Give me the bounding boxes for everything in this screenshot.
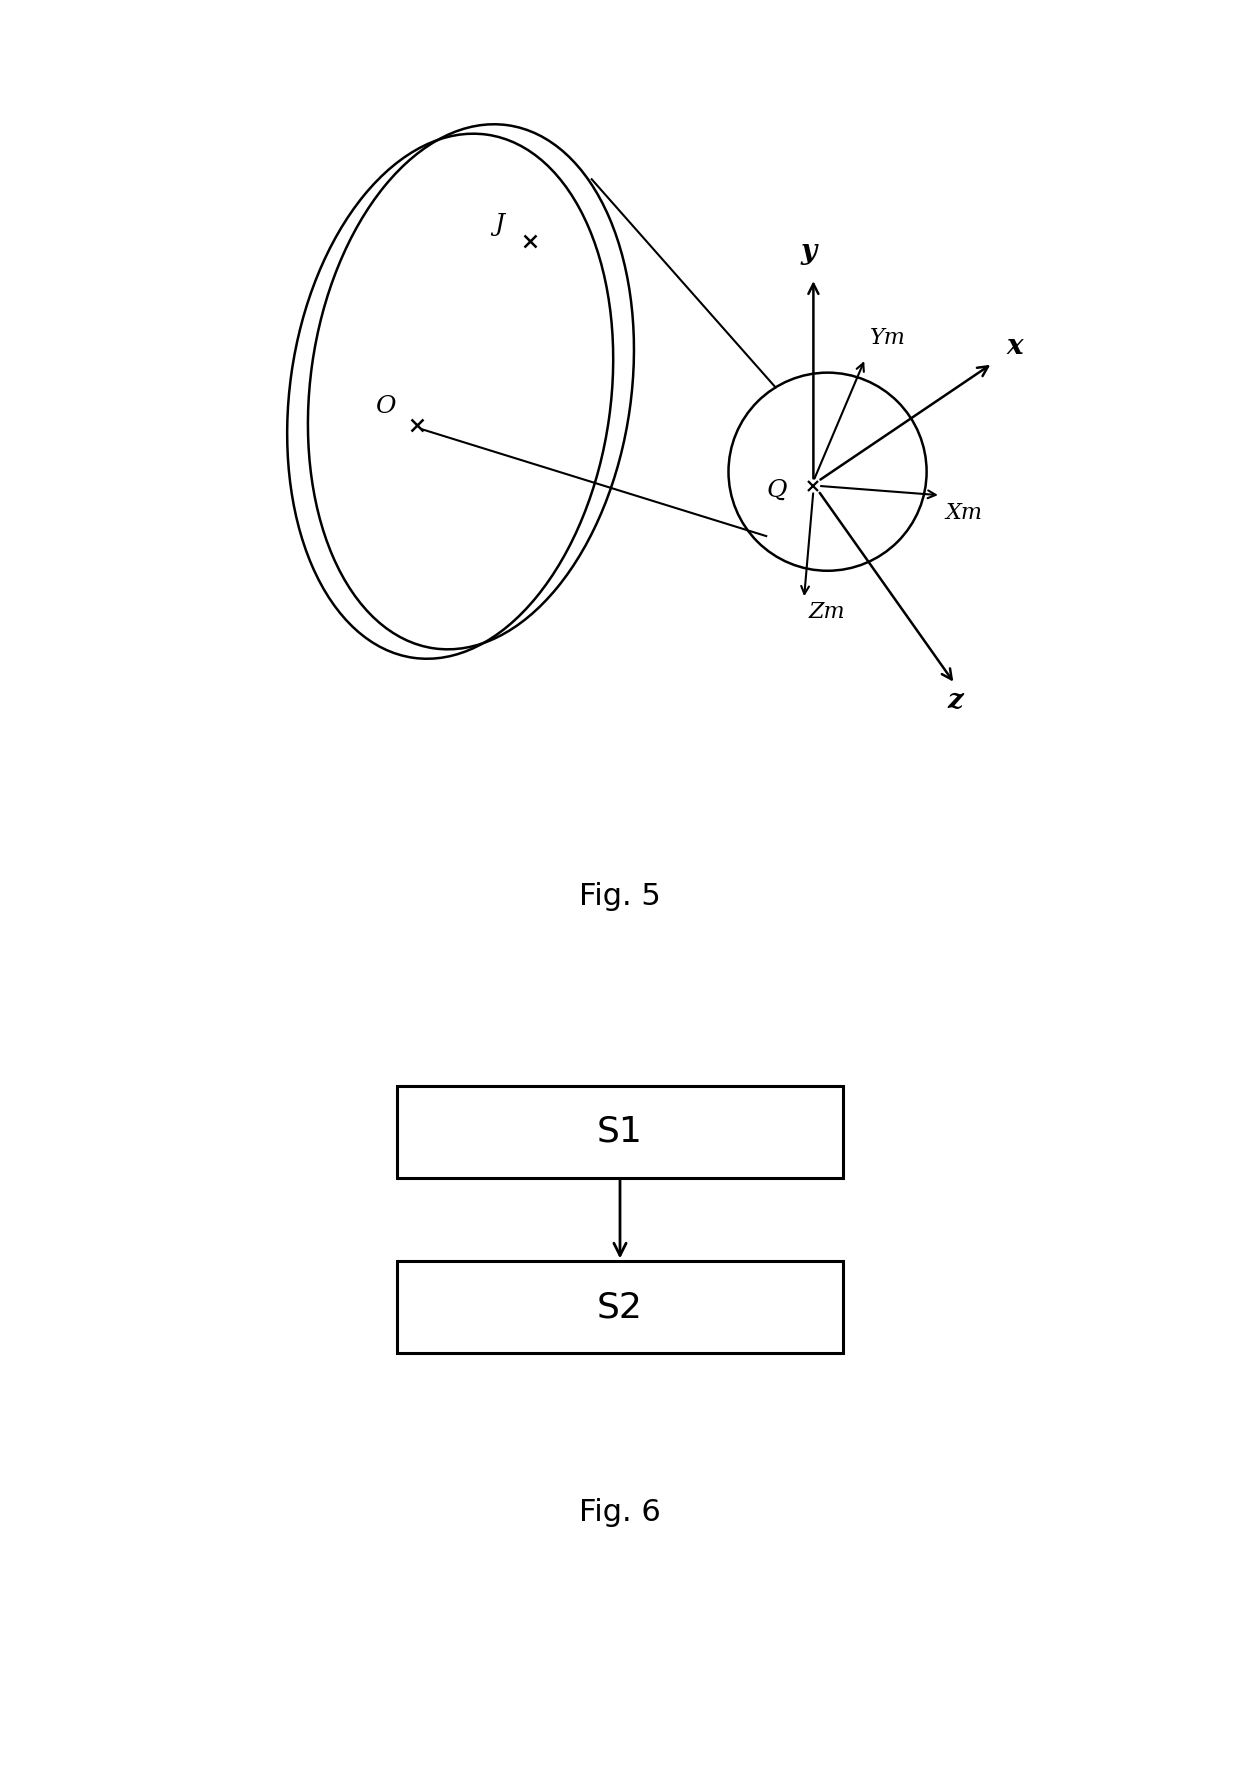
Text: O: O [374, 395, 396, 418]
Text: J: J [495, 214, 505, 237]
Text: Ym: Ym [870, 328, 906, 349]
Text: y: y [801, 239, 817, 265]
Text: Fig. 6: Fig. 6 [579, 1497, 661, 1527]
Text: x: x [1007, 333, 1023, 360]
Text: Xm: Xm [945, 502, 982, 523]
Text: z: z [947, 687, 962, 714]
Text: Zm: Zm [808, 602, 846, 623]
Text: Q: Q [766, 479, 786, 502]
Text: Fig. 5: Fig. 5 [579, 881, 661, 911]
Text: S1: S1 [598, 1114, 642, 1148]
FancyBboxPatch shape [397, 1262, 843, 1353]
FancyBboxPatch shape [397, 1086, 843, 1178]
Text: S2: S2 [598, 1290, 642, 1324]
